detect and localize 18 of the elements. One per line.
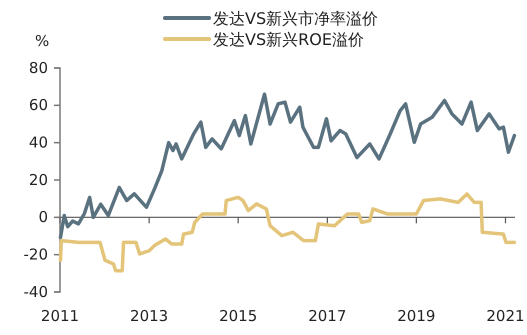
y-tick-label: 40 bbox=[28, 133, 48, 152]
line-series bbox=[58, 92, 516, 240]
y-tick-label: -20 bbox=[24, 245, 48, 264]
x-tick-label: 2013 bbox=[130, 307, 168, 325]
y-tick-label: 60 bbox=[28, 96, 48, 114]
x-tick-label: 2017 bbox=[308, 307, 346, 325]
x-tick-label: 2021 bbox=[486, 307, 525, 325]
y-tick-label: 0 bbox=[38, 208, 48, 226]
y-axis-title: % bbox=[35, 32, 50, 50]
x-tick-label: 2011 bbox=[40, 307, 80, 325]
y-tick-label: 80 bbox=[28, 58, 48, 77]
line-series bbox=[58, 192, 516, 272]
y-tick-label: -40 bbox=[24, 282, 48, 301]
legend-label: 发达VS新兴ROE溢价 bbox=[213, 30, 364, 49]
x-tick-label: 2019 bbox=[397, 307, 436, 325]
legend-label: 发达VS新兴市净率溢价 bbox=[213, 9, 378, 28]
x-tick-label: 2015 bbox=[219, 307, 258, 325]
y-tick-label: 20 bbox=[28, 170, 48, 189]
